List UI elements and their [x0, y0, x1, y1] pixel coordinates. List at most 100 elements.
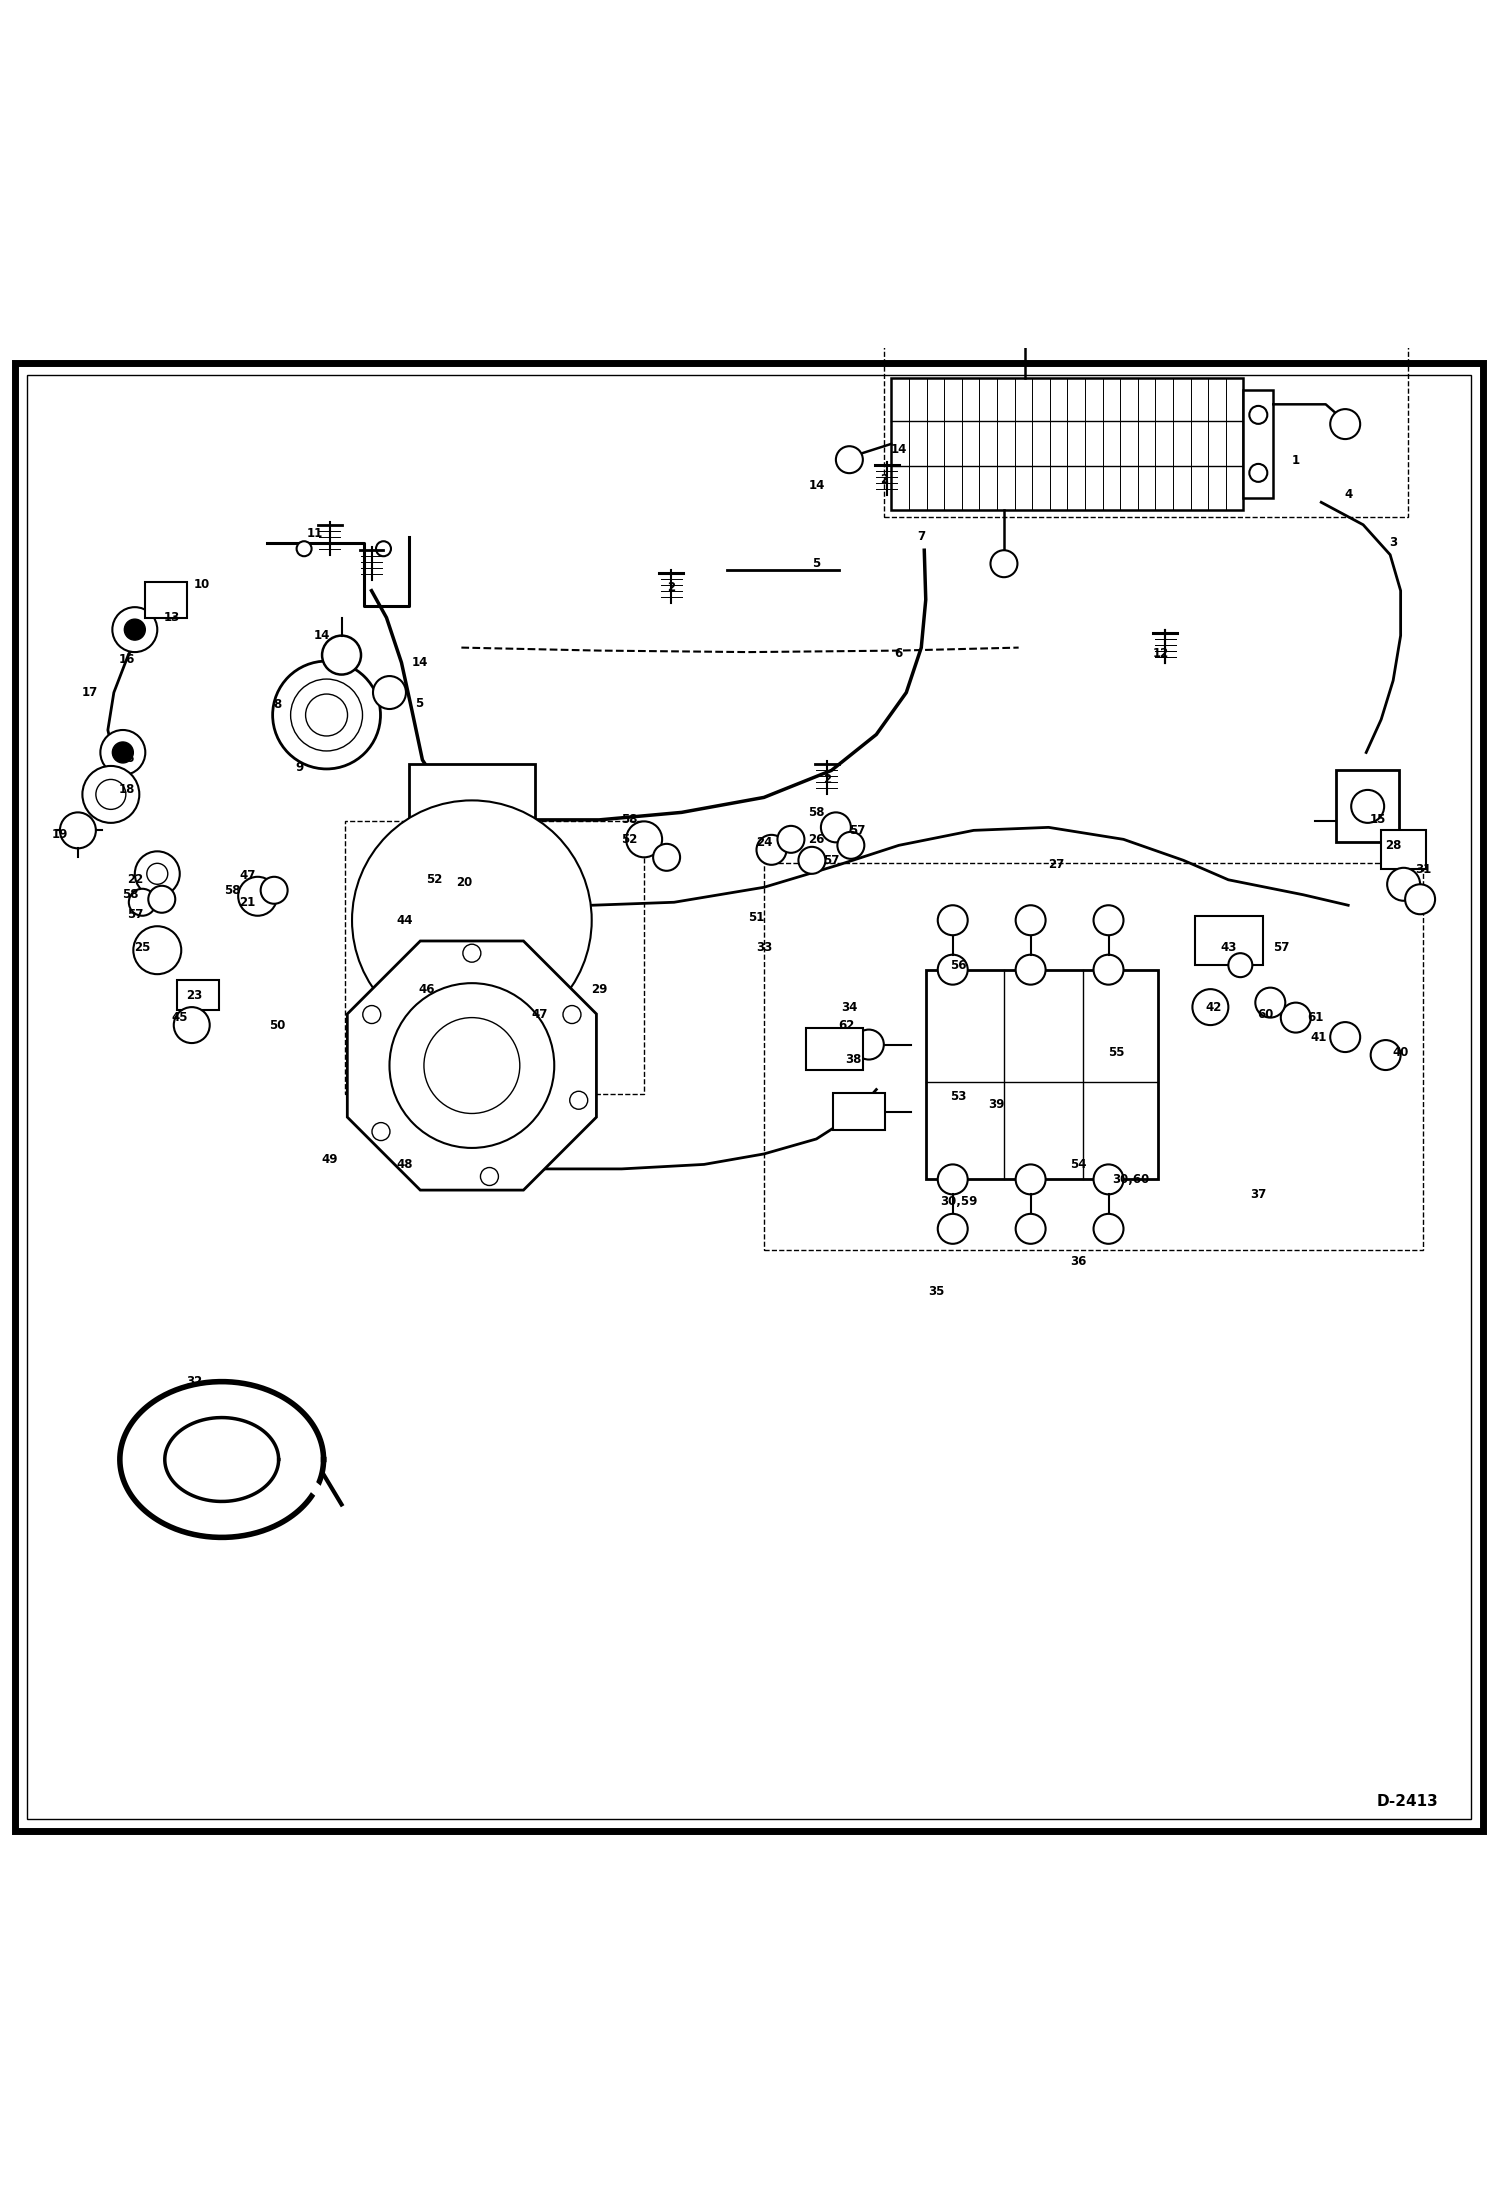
Text: 14: 14 — [315, 630, 330, 643]
Text: 35: 35 — [929, 1286, 944, 1299]
Text: 62: 62 — [839, 1018, 854, 1031]
Text: 57: 57 — [1273, 941, 1288, 954]
Circle shape — [352, 801, 592, 1040]
Text: 45: 45 — [171, 1011, 189, 1025]
Circle shape — [854, 1097, 884, 1128]
Circle shape — [306, 693, 348, 735]
Circle shape — [1094, 954, 1124, 985]
Text: 14: 14 — [412, 656, 427, 669]
Text: 3: 3 — [1389, 535, 1398, 548]
Text: 55: 55 — [1107, 1047, 1125, 1058]
Bar — [177, 981, 219, 1009]
Circle shape — [1371, 1040, 1401, 1071]
Circle shape — [938, 906, 968, 935]
Circle shape — [938, 1165, 968, 1194]
Circle shape — [112, 608, 157, 652]
Text: 6: 6 — [894, 647, 903, 660]
Circle shape — [854, 1029, 884, 1060]
Text: 46: 46 — [418, 983, 436, 996]
Circle shape — [1228, 952, 1252, 976]
Circle shape — [82, 766, 139, 823]
Text: 20: 20 — [457, 875, 472, 889]
Text: 29: 29 — [592, 983, 607, 996]
Text: 37: 37 — [1251, 1187, 1266, 1200]
Text: 57: 57 — [127, 908, 142, 921]
Text: 9: 9 — [295, 761, 304, 774]
Text: 16: 16 — [120, 654, 135, 667]
Circle shape — [837, 832, 864, 858]
Bar — [1381, 829, 1426, 869]
Circle shape — [1249, 463, 1267, 483]
Text: 53: 53 — [951, 1090, 966, 1104]
Circle shape — [1330, 408, 1360, 439]
Bar — [926, 970, 1158, 1180]
Circle shape — [373, 676, 406, 709]
Text: 13: 13 — [165, 612, 180, 623]
Bar — [806, 1029, 863, 1071]
Circle shape — [653, 845, 680, 871]
Text: 1: 1 — [1291, 454, 1300, 467]
Text: 57: 57 — [824, 853, 839, 867]
Circle shape — [370, 821, 574, 1025]
Text: 21: 21 — [240, 895, 255, 908]
Circle shape — [626, 821, 662, 858]
Text: 30,59: 30,59 — [941, 1196, 977, 1209]
Text: 4: 4 — [1344, 489, 1353, 500]
Circle shape — [1405, 884, 1435, 915]
Text: 41: 41 — [1311, 1031, 1326, 1044]
Bar — [833, 1093, 885, 1130]
Text: 56: 56 — [950, 959, 968, 972]
Text: 49: 49 — [321, 1154, 339, 1167]
Text: 25: 25 — [135, 941, 150, 954]
Text: D-2413: D-2413 — [1377, 1792, 1438, 1808]
Text: 5: 5 — [812, 557, 821, 570]
Circle shape — [129, 889, 156, 915]
Circle shape — [756, 836, 786, 864]
Circle shape — [148, 886, 175, 913]
Circle shape — [1094, 1213, 1124, 1244]
Circle shape — [297, 542, 312, 557]
Text: 52: 52 — [622, 834, 637, 847]
Circle shape — [96, 779, 126, 810]
Text: 24: 24 — [756, 836, 771, 849]
Circle shape — [1016, 1213, 1046, 1244]
Circle shape — [400, 851, 544, 996]
Text: 8: 8 — [273, 698, 282, 711]
Text: 19: 19 — [52, 829, 67, 840]
Circle shape — [100, 731, 145, 774]
Text: 17: 17 — [82, 687, 97, 700]
Text: 52: 52 — [427, 873, 442, 886]
Text: 12: 12 — [1153, 647, 1168, 660]
Circle shape — [798, 847, 825, 873]
Bar — [345, 821, 644, 1095]
Text: 50: 50 — [270, 1018, 285, 1031]
Circle shape — [1351, 790, 1384, 823]
Text: 58: 58 — [807, 805, 825, 818]
Circle shape — [938, 954, 968, 985]
Circle shape — [1330, 1022, 1360, 1053]
Circle shape — [1016, 954, 1046, 985]
Text: 47: 47 — [532, 1007, 547, 1020]
Circle shape — [147, 862, 168, 884]
Circle shape — [291, 680, 363, 750]
Text: 10: 10 — [195, 579, 210, 590]
Text: 23: 23 — [187, 989, 202, 1003]
Circle shape — [424, 1018, 520, 1115]
Circle shape — [990, 551, 1017, 577]
Circle shape — [1016, 1165, 1046, 1194]
Text: 28: 28 — [1386, 838, 1401, 851]
Text: 42: 42 — [1206, 1000, 1221, 1014]
Circle shape — [261, 878, 288, 904]
Text: 5: 5 — [415, 695, 424, 709]
Text: 7: 7 — [917, 531, 926, 544]
Text: 44: 44 — [395, 913, 413, 926]
Circle shape — [124, 619, 145, 641]
Circle shape — [1016, 906, 1046, 935]
Text: 18: 18 — [120, 783, 135, 796]
Circle shape — [273, 660, 380, 768]
Circle shape — [389, 983, 554, 1147]
Bar — [1336, 770, 1399, 842]
Text: 16: 16 — [120, 753, 135, 766]
Circle shape — [836, 445, 863, 474]
Circle shape — [1249, 406, 1267, 423]
